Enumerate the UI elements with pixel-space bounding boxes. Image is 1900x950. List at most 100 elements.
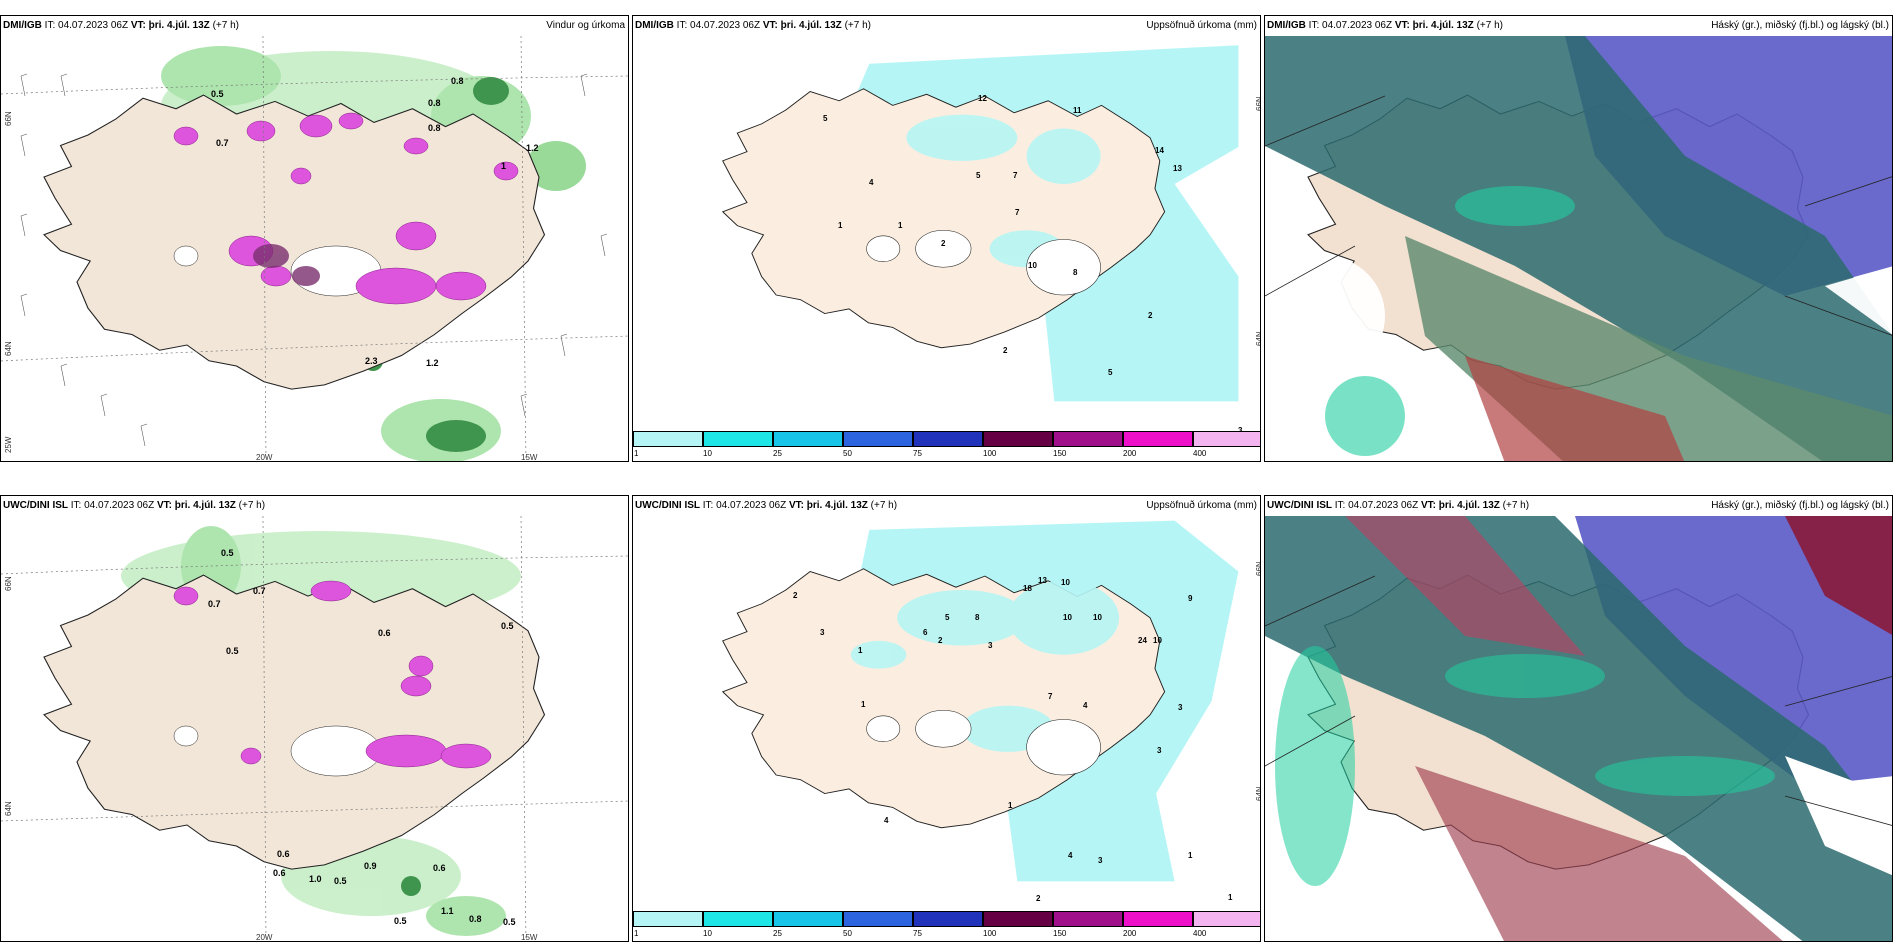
precip-label: 0.7 <box>208 599 221 609</box>
it-label: IT: <box>1308 20 1320 31</box>
panel-top-middle-accum-precip: DMI/IGB IT: 04.07.2023 06Z VT: þri. 4.jú… <box>632 15 1261 462</box>
cloud-map <box>1265 36 1892 461</box>
valid-time: þri. 4.júl. 13Z <box>806 500 868 511</box>
colorbar-swatch <box>703 911 773 927</box>
accum-label: 12 <box>978 94 987 103</box>
precip-label: 1.2 <box>526 143 539 153</box>
precip-label: 1 <box>501 161 507 171</box>
init-time: 04.07.2023 06Z <box>1322 20 1393 31</box>
colorbar-swatch <box>913 911 983 927</box>
colorbar: 1 10 25 50 75 100 150 200 400 <box>633 911 1260 941</box>
model-name: DMI/IGB <box>635 20 674 31</box>
colorbar-swatch <box>843 911 913 927</box>
lead-time: (+7 h) <box>870 500 898 511</box>
colorbar-swatch <box>633 911 703 927</box>
precip-label: 0.5 <box>211 89 224 99</box>
accum-label: 1 <box>838 221 843 230</box>
vt-label: VT: <box>156 500 172 511</box>
lat-label: 64N <box>1255 331 1261 346</box>
vt-label: VT: <box>788 500 804 511</box>
panel-bottom-right-clouds: UWC/DINI ISL IT: 04.07.2023 06Z VT: þri.… <box>1264 495 1893 942</box>
accum-label: 5 <box>1108 368 1113 377</box>
lon-label: 15W <box>521 453 538 462</box>
accum-label: 2 <box>1036 894 1041 903</box>
accum-label: 8 <box>1073 268 1078 277</box>
init-time: 04.07.2023 06Z <box>1348 500 1419 511</box>
product-title: Háský (gr.), miðský (fj.bl.) og lágský (… <box>1711 20 1889 31</box>
product-title: Vindur og úrkoma <box>546 20 625 31</box>
accum-label: 10 <box>1093 613 1102 622</box>
accum-label: 8 <box>975 613 980 622</box>
colorbar-label: 10 <box>703 929 712 938</box>
accum-label: 5 <box>823 114 828 123</box>
valid-time: þri. 4.júl. 13Z <box>148 20 210 31</box>
colorbar-swatch <box>1053 911 1123 927</box>
colorbar-swatch <box>773 431 843 447</box>
precip-label: 0.6 <box>378 628 391 638</box>
colorbar: 1 10 25 50 75 100 150 200 400 <box>633 431 1260 461</box>
colorbar-swatch <box>1193 431 1260 447</box>
accum-label: 4 <box>1083 701 1088 710</box>
accum-label: 14 <box>1155 146 1164 155</box>
lat-label: 64N <box>4 341 13 356</box>
panel-header: DMI/IGB IT: 04.07.2023 06Z VT: þri. 4.jú… <box>1 16 628 36</box>
panel-header: DMI/IGB IT: 04.07.2023 06Z VT: þri. 4.jú… <box>633 16 1260 36</box>
panel-header: UWC/DINI ISL IT: 04.07.2023 06Z VT: þri.… <box>1 496 628 516</box>
precip-label: 0.5 <box>503 917 516 927</box>
colorbar-label: 1 <box>634 929 639 938</box>
accum-label: 6 <box>923 628 928 637</box>
precip-label: 1.1 <box>441 906 454 916</box>
accum-label: 3 <box>820 628 825 637</box>
it-label: IT: <box>676 20 688 31</box>
accum-label: 7 <box>1013 171 1018 180</box>
colorbar-label: 75 <box>913 929 922 938</box>
precip-label: 0.6 <box>277 849 290 859</box>
colorbar-label: 50 <box>843 929 852 938</box>
lon-label: 20W <box>256 453 273 462</box>
accum-label: 10 <box>1061 578 1070 587</box>
accum-label: 10 <box>1153 636 1162 645</box>
lat-label: 25W <box>4 436 13 453</box>
panel-bottom-middle-accum-precip: UWC/DINI ISL IT: 04.07.2023 06Z VT: þri.… <box>632 495 1261 942</box>
panel-bottom-left-wind-precip: UWC/DINI ISL IT: 04.07.2023 06Z VT: þri.… <box>0 495 629 942</box>
accum-label: 2 <box>938 636 943 645</box>
it-label: IT: <box>70 500 82 511</box>
colorbar-swatch <box>983 911 1053 927</box>
colorbar-label: 100 <box>983 929 997 938</box>
lon-label: 15W <box>521 933 538 942</box>
colorbar-swatch <box>633 431 703 447</box>
precip-label: 0.5 <box>394 916 407 926</box>
colorbar-label: 25 <box>773 449 782 458</box>
precip-label: 0.5 <box>221 548 234 558</box>
accum-label: 5 <box>976 171 981 180</box>
wind-precip-map <box>1 36 628 461</box>
lat-label: 64N <box>4 801 13 816</box>
precip-label: 1.2 <box>426 358 439 368</box>
accum-label: 2 <box>941 239 946 248</box>
precip-label: 0.7 <box>253 586 266 596</box>
colorbar-swatch <box>843 431 913 447</box>
init-time: 04.07.2023 06Z <box>58 20 129 31</box>
accum-label: 3 <box>1157 746 1162 755</box>
init-time: 04.07.2023 06Z <box>690 20 761 31</box>
accum-label: 4 <box>869 178 874 187</box>
accum-label: 10 <box>1028 261 1037 270</box>
precip-label: 0.6 <box>273 868 286 878</box>
accum-label: 5 <box>945 613 950 622</box>
init-time: 04.07.2023 06Z <box>84 500 155 511</box>
model-name: UWC/DINI ISL <box>3 500 68 511</box>
accum-label: 1 <box>1228 893 1233 902</box>
precip-label: 0.5 <box>226 646 239 656</box>
lead-time: (+7 h) <box>238 500 266 511</box>
lead-time: (+7 h) <box>1476 20 1503 31</box>
lat-label: 66N <box>4 576 13 591</box>
panel-top-left-wind-precip: DMI/IGB IT: 04.07.2023 06Z VT: þri. 4.jú… <box>0 15 629 462</box>
colorbar-swatch <box>1053 431 1123 447</box>
colorbar-label: 100 <box>983 449 997 458</box>
vt-label: VT: <box>1420 500 1436 511</box>
valid-time: þri. 4.júl. 13Z <box>1438 500 1500 511</box>
lead-time: (+7 h) <box>844 20 871 31</box>
colorbar-swatch <box>1193 911 1260 927</box>
colorbar-label: 1 <box>634 449 639 458</box>
vt-label: VT: <box>1394 20 1410 31</box>
